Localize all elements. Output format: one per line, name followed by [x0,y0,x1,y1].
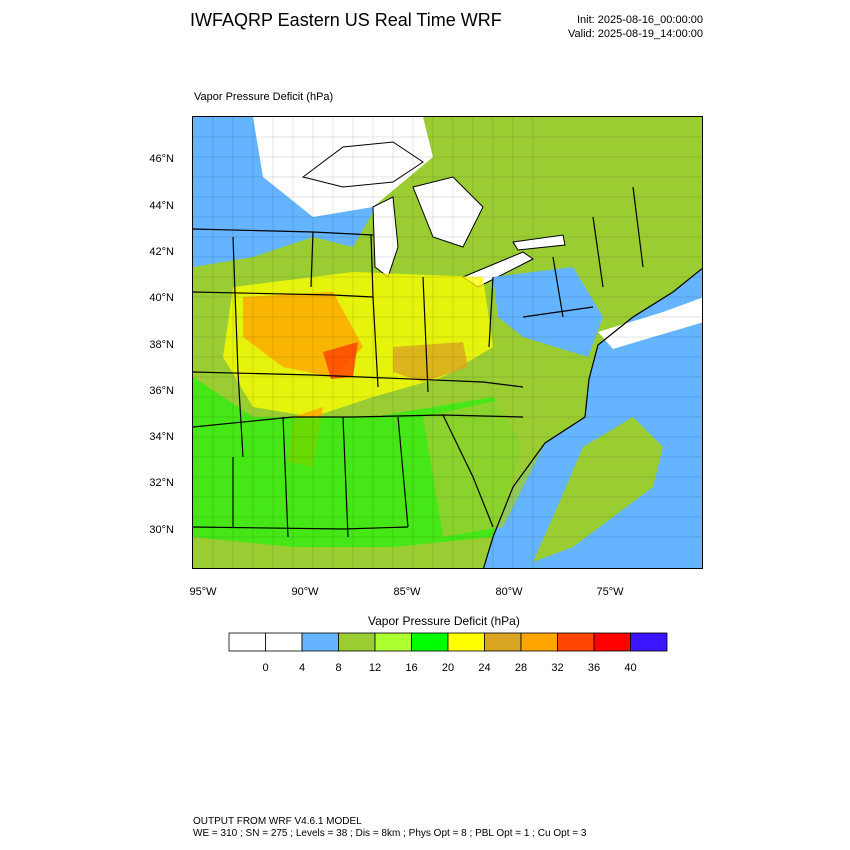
ohio-valley-orange [393,342,468,382]
colorbar-swatch [593,632,631,652]
ocean-atlantic [483,268,702,568]
lat-label-36n: 36°N [149,385,174,397]
map-title: IWFAQRP Eastern US Real Time WRF [190,10,502,30]
state-boundaries [193,186,644,538]
county-grid [193,117,702,568]
vpd-map [192,116,703,569]
colorbar-swatch [520,632,558,652]
map-canvas [193,117,702,568]
ocean-green-patch [533,417,663,562]
northeast-blue [493,267,603,357]
colorbar-swatch [228,632,266,652]
hot-spot-red [323,342,358,379]
colorbar-swatch [301,632,339,652]
lat-label-40n: 40°N [149,292,174,304]
colorbar [228,632,668,659]
colorbar-tick-label: 36 [587,662,601,674]
colorbar-tick-label: 4 [298,662,306,674]
colorbar-swatch [630,632,668,652]
lake-ontario [512,234,566,251]
lat-label-30n: 30°N [149,524,174,536]
lon-label-75w: 75°W [596,586,624,598]
colorbar-tick-label: 0 [262,662,269,674]
lat-label-46n: 46°N [149,153,174,165]
colorbar-title: Vapor Pressure Deficit (hPa) [368,614,520,628]
lat-label-44n: 44°N [149,200,174,212]
model-config: WE = 310 ; SN = 275 ; Levels = 38 ; Dis … [193,828,587,839]
lon-label-80w: 80°W [495,586,523,598]
lat-label-38n: 38°N [149,339,174,351]
lon-label-85w: 85°W [393,586,421,598]
field-label: Vapor Pressure Deficit (hPa) [194,91,334,103]
lake-superior [301,141,424,188]
colorbar-tick-label: 28 [514,662,528,674]
colorbar-swatch [557,632,595,652]
colorbar-tick-label: 32 [551,662,564,674]
colorbar-swatch [374,632,412,652]
colorbar-swatch [447,632,485,652]
lat-label-42n: 42°N [149,246,174,258]
valid-time: Valid: 2025-08-19_14:00:00 [568,28,703,40]
init-time: Init: 2025-08-16_00:00:00 [577,14,703,26]
colorbar-swatch [484,632,522,652]
colorbar-tick-label: 12 [368,662,382,674]
ocean-white-band [598,297,702,349]
colorbar-tick-label: 20 [441,662,455,674]
lat-label-32n: 32°N [149,477,174,489]
colorbar-swatch [411,632,449,652]
colorbar-swatch [338,632,376,652]
gulf-strip [193,547,483,568]
lake-michigan [372,196,399,278]
colorbar-tick-label: 40 [624,662,637,674]
lake-huron [412,176,484,248]
colorbar-tick-label: 8 [335,662,342,674]
lat-label-34n: 34°N [149,431,174,443]
lon-label-90w: 90°W [291,586,319,598]
colorbar-tick-label: 16 [405,662,418,674]
model-info: OUTPUT FROM WRF V4.6.1 MODEL [193,816,362,827]
southeast-olive [423,397,543,537]
colorbar-tick-label: 24 [478,662,491,674]
colorbar-swatch [265,632,303,652]
coastline [482,267,702,568]
colorbar-swatches [228,632,668,652]
lon-label-95w: 95°W [189,586,217,598]
